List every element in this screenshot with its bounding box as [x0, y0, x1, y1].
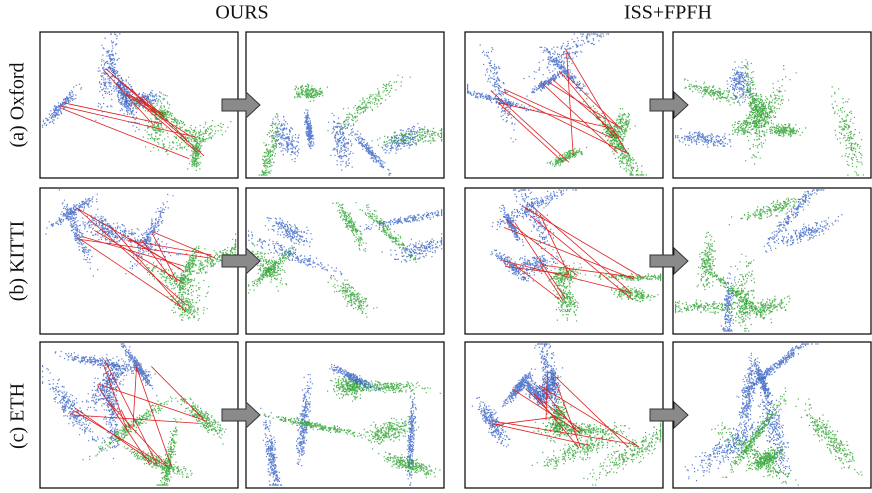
point-cloud — [770, 124, 807, 137]
panels — [40, 32, 871, 488]
point-cloud — [167, 291, 208, 321]
point-cloud — [347, 125, 392, 175]
point-cloud — [124, 447, 193, 478]
column-header: ISS+FPFH — [624, 2, 712, 24]
point-cloud — [296, 375, 313, 466]
row-label: (b) KITTI — [7, 221, 29, 302]
correspondence-line — [138, 102, 197, 152]
point-cloud — [831, 87, 864, 175]
correspondence-line — [567, 53, 574, 156]
correspondence-line — [504, 89, 613, 138]
point-cloud — [771, 215, 843, 251]
correspondence-line — [94, 230, 182, 282]
column-header: OURS — [215, 2, 268, 24]
point-cloud — [527, 70, 567, 96]
correspondence-line — [530, 215, 633, 300]
point-cloud — [738, 353, 758, 440]
point-cloud — [382, 124, 426, 154]
arrow — [222, 92, 260, 118]
correspondence-line — [76, 208, 187, 306]
correspondence-line — [553, 80, 624, 141]
point-cloud — [59, 190, 98, 276]
correspondence-line — [548, 82, 621, 129]
point-cloud — [697, 232, 716, 289]
correspondence-line — [540, 265, 634, 277]
point-cloud — [360, 210, 443, 230]
point-cloud — [248, 231, 342, 277]
point-cloud — [45, 194, 98, 234]
arrow — [650, 92, 688, 118]
arrow — [222, 402, 260, 428]
point-cloud — [177, 398, 226, 444]
correspondence-line — [490, 417, 554, 425]
point-cloud — [258, 414, 376, 438]
point-cloud — [547, 147, 588, 166]
point-cloud — [265, 218, 313, 247]
point-cloud — [480, 45, 517, 142]
point-cloud — [332, 203, 366, 251]
arrow — [650, 402, 688, 428]
point-cloud — [294, 84, 328, 101]
correspondence-line — [79, 209, 181, 269]
panel-frame — [673, 32, 871, 178]
point-cloud — [328, 279, 378, 317]
point-cloud — [795, 399, 862, 475]
correspondence-line — [491, 91, 569, 163]
correspondence-line — [501, 91, 625, 152]
point-cloud — [583, 416, 661, 485]
point-cloud — [328, 109, 354, 170]
point-cloud — [764, 190, 825, 252]
point-cloud — [744, 60, 762, 140]
panel-frame — [465, 32, 663, 178]
correspondence-line — [142, 96, 187, 140]
point-cloud — [685, 410, 769, 481]
correspondence-line — [567, 76, 618, 127]
point-cloud — [490, 250, 533, 281]
point-cloud — [467, 84, 542, 111]
row-label: (c) ETH — [7, 383, 29, 449]
figure: OURS ISS+FPFH (a) Oxford (b) KITTI (c) E… — [0, 0, 872, 493]
arrow — [650, 248, 688, 274]
point-cloud — [157, 418, 182, 485]
point-cloud — [260, 408, 282, 485]
point-cloud — [95, 34, 120, 120]
point-cloud — [499, 205, 524, 245]
point-cloud — [356, 203, 417, 263]
point-cloud — [304, 110, 315, 149]
row-label: (a) Oxford — [7, 63, 29, 148]
arrow — [222, 248, 260, 274]
point-cloud — [259, 114, 281, 175]
panel-frame — [40, 32, 238, 178]
point-cloud — [675, 129, 731, 147]
point-cloud — [580, 274, 661, 281]
